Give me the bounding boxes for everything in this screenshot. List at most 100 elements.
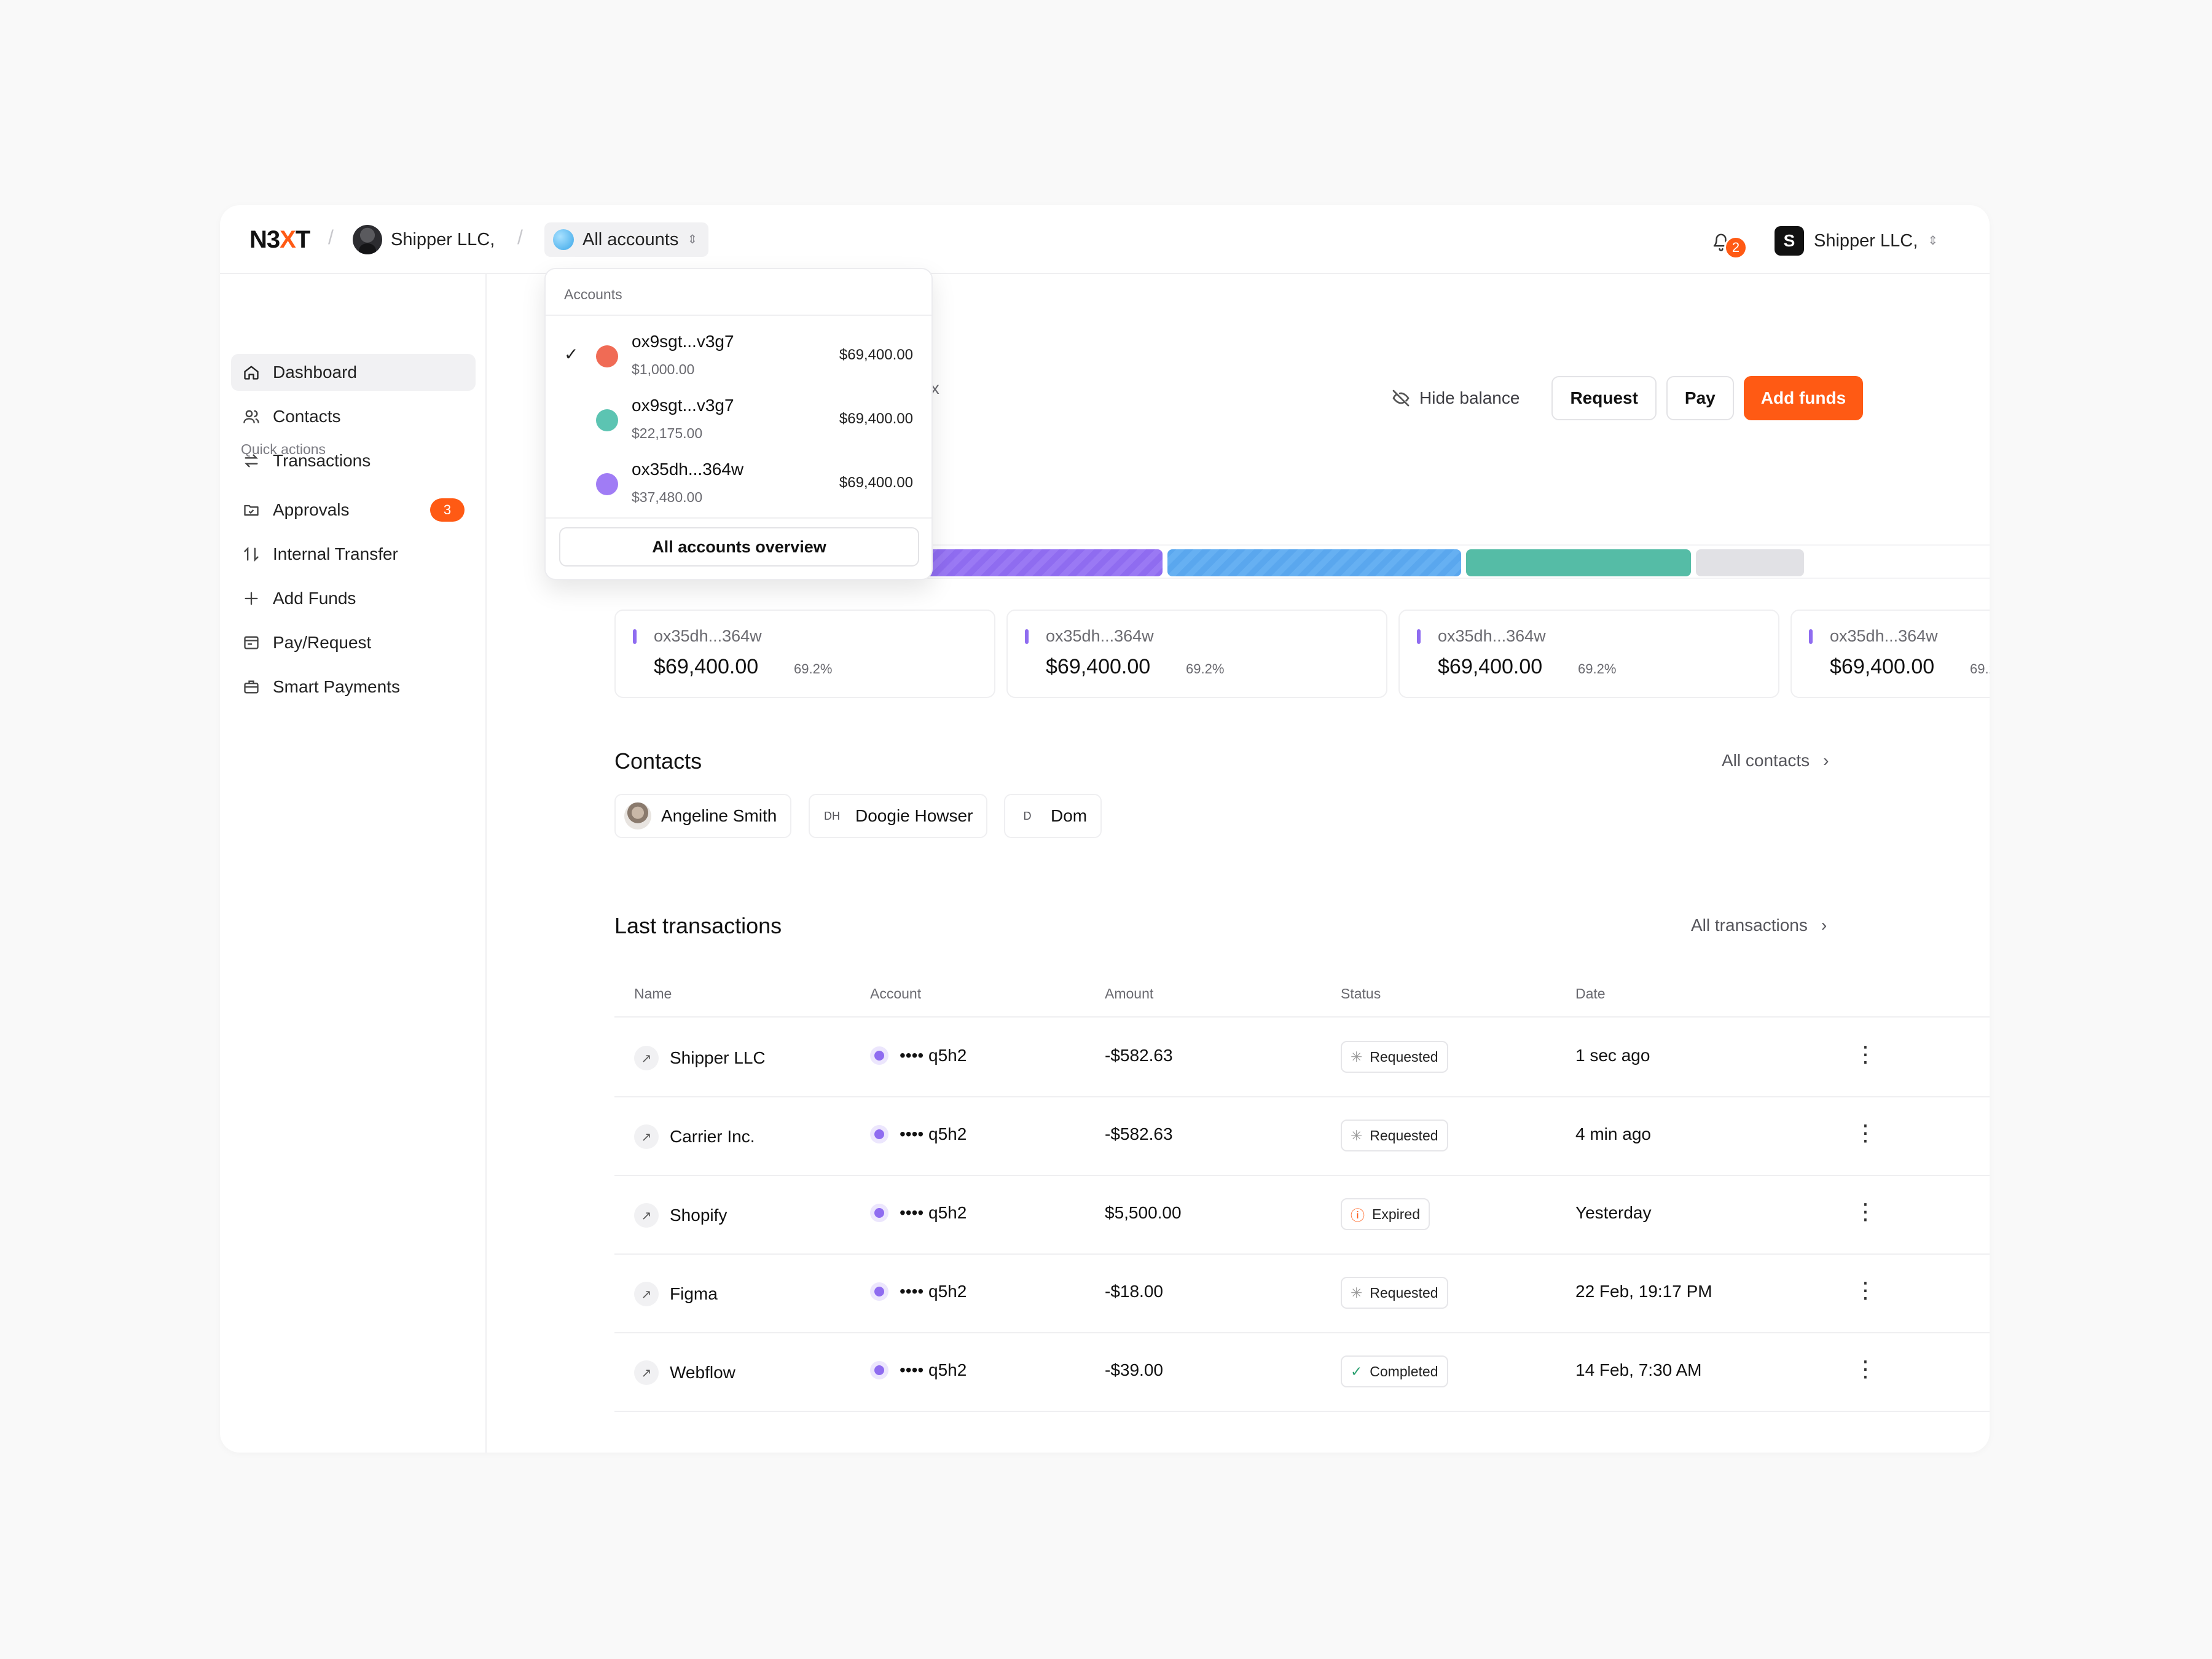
tx-name: Webflow (670, 1363, 735, 1382)
contact-chip[interactable]: D Dom (1004, 794, 1102, 838)
table-row[interactable]: ↗ Figma •••• q5h2 -$18.00 ✳ Requested 22 F… (614, 1255, 1990, 1333)
contact-name: Doogie Howser (855, 806, 973, 825)
avatar (353, 225, 382, 254)
arrow-up-right-icon: ↗ (634, 1282, 659, 1306)
sidebar-item-approvals[interactable]: Approvals 3 (231, 492, 476, 528)
pay-button[interactable]: Pay (1666, 376, 1734, 420)
arrows-updown-icon (242, 545, 261, 563)
account-card[interactable]: ox35dh...364w $69,400.00 69.2% (1398, 610, 1779, 698)
account-card[interactable]: ox35dh...364w $69,400.00 69.2% (1790, 610, 1990, 698)
sidebar-item-pay-request[interactable]: Pay/Request (231, 624, 476, 661)
hide-balance-button[interactable]: Hide balance (1391, 376, 1542, 420)
swap-icon (242, 452, 261, 470)
tx-amount: $5,500.00 (1105, 1203, 1182, 1222)
alert-circle-icon: ⓘ (1351, 1207, 1365, 1223)
column-header: Name (634, 986, 672, 1002)
tx-amount: -$39.00 (1105, 1360, 1163, 1379)
tx-name: Figma (670, 1284, 718, 1303)
account-color-icon (553, 229, 574, 250)
tx-date: Yesterday (1575, 1203, 1652, 1222)
chevron-updown-icon: ⇕ (1928, 234, 1939, 248)
arrow-up-right-icon: ↗ (634, 1203, 659, 1228)
more-options-icon[interactable]: ⋮ (1854, 1199, 1877, 1224)
table-row[interactable]: ↗ Webflow •••• q5h2 -$39.00 ✓ Completed 14… (614, 1333, 1990, 1412)
tx-account-cell: •••• q5h2 (870, 1360, 967, 1380)
notifications-badge: 2 (1724, 236, 1747, 259)
column-header: Account (870, 986, 922, 1002)
logo[interactable]: N3XT (249, 226, 310, 253)
dropdown-item-account[interactable]: ✓ ox9sgt...v3g7 $1,000.00 $69,400.00 (546, 322, 931, 386)
accounts-dropdown: Accounts ✓ ox9sgt...v3g7 $1,000.00 $69,4… (544, 268, 933, 580)
breadcrumb-separator: / (328, 226, 334, 248)
sidebar-item-label: Add Funds (273, 589, 356, 608)
contact-chip[interactable]: DH Doogie Howser (809, 794, 988, 838)
status-label: Requested (1370, 1127, 1438, 1143)
dropdown-item-account[interactable]: ox9sgt...v3g7 $22,175.00 $69,400.00 (546, 386, 931, 450)
arrow-up-right-icon: ↗ (634, 1360, 659, 1385)
account-color-mark (633, 629, 637, 644)
account-amount: $69,400.00 (1046, 655, 1151, 678)
eye-off-icon (1392, 390, 1410, 407)
org-logo-icon: S (1775, 226, 1804, 256)
account-amount: $69,400.00 (654, 655, 759, 678)
contact-name: Dom (1051, 806, 1088, 825)
tx-name-cell: ↗ Figma (634, 1282, 718, 1306)
accounts-switcher[interactable]: All accounts ⇕ (544, 222, 709, 257)
account-percent: 69.2% (794, 661, 833, 677)
account-dot-icon (870, 1125, 888, 1143)
breadcrumb-org[interactable]: Shipper LLC, (353, 224, 495, 256)
all-transactions-label: All transactions (1691, 916, 1808, 935)
contact-initials: D (1023, 809, 1032, 822)
more-options-icon[interactable]: ⋮ (1854, 1356, 1877, 1381)
sidebar-item-label: Internal Transfer (273, 544, 398, 563)
org-switcher[interactable]: S Shipper LLC, ⇕ (1775, 224, 1938, 258)
account-balance: $1,000.00 (632, 361, 695, 377)
sidebar-item-dashboard[interactable]: Dashboard (231, 354, 476, 391)
contact-chip[interactable]: Angeline Smith (614, 794, 792, 838)
sidebar-item-label: Dashboard (273, 363, 357, 382)
tx-name: Shipper LLC (670, 1048, 766, 1067)
all-contacts-link[interactable]: All contacts › (1722, 751, 1829, 771)
all-transactions-link[interactable]: All transactions › (1691, 916, 1827, 935)
sidebar-item-contacts[interactable]: Contacts (231, 398, 476, 435)
account-percent: 69.2% (1970, 661, 1990, 677)
account-card[interactable]: ox35dh...364w $69,400.00 69.2% (1006, 610, 1387, 698)
column-header: Amount (1105, 986, 1154, 1002)
tx-account: •••• q5h2 (900, 1203, 967, 1222)
balance-segment[interactable] (1167, 549, 1461, 576)
sidebar-item-smart-payments[interactable]: Smart Payments (231, 669, 476, 705)
all-accounts-overview-button[interactable]: All accounts overview (559, 527, 919, 567)
more-options-icon[interactable]: ⋮ (1854, 1277, 1877, 1303)
column-header: Date (1575, 986, 1606, 1002)
sidebar-item-internal-transfer[interactable]: Internal Transfer (231, 536, 476, 573)
app-window: N3XT / Shipper LLC, / All accounts ⇕ 2 S… (220, 205, 1990, 1453)
sidebar-item-transactions[interactable]: Transactions (231, 442, 476, 479)
tx-name-cell: ↗ Shipper LLC (634, 1046, 766, 1070)
status-label: Expired (1372, 1206, 1420, 1222)
sidebar-item-label: Smart Payments (273, 677, 400, 696)
notifications-button[interactable]: 2 (1707, 224, 1747, 261)
more-options-icon[interactable]: ⋮ (1854, 1041, 1877, 1067)
org-switcher-label: Shipper LLC, (1814, 230, 1918, 251)
tx-amount: -$582.63 (1105, 1046, 1173, 1065)
sidebar-item-add-funds[interactable]: Add Funds (231, 580, 476, 617)
contact-initials: DH (824, 809, 840, 822)
users-icon (242, 407, 261, 426)
request-button[interactable]: Request (1551, 376, 1657, 420)
account-dot-icon (870, 1282, 888, 1301)
transactions-table-header: Name Account Amount Status Date (614, 981, 1990, 1018)
table-row[interactable]: ↗ Carrier Inc. •••• q5h2 -$582.63 ✳ Reques… (614, 1097, 1990, 1176)
account-card[interactable]: ox35dh...364w $69,400.00 69.2% (614, 610, 995, 698)
balance-segment[interactable] (1466, 549, 1691, 576)
account-percent: 69.2% (1186, 661, 1225, 677)
top-bar: N3XT / Shipper LLC, / All accounts ⇕ 2 S… (220, 205, 1990, 274)
table-row[interactable]: ↗ Shopify •••• q5h2 $5,500.00 ⓘ Expired Ye… (614, 1176, 1990, 1255)
sidebar: Dashboard Contacts Transactions Quick ac… (220, 274, 487, 1453)
table-row[interactable]: ↗ Shipper LLC •••• q5h2 -$582.63 ✳ Request… (614, 1019, 1990, 1097)
more-options-icon[interactable]: ⋮ (1854, 1120, 1877, 1145)
dropdown-item-account[interactable]: ox35dh...364w $37,480.00 $69,400.00 (546, 450, 931, 514)
balance-segment[interactable] (1696, 549, 1804, 576)
add-funds-button[interactable]: Add funds (1743, 376, 1864, 420)
contact-name: Angeline Smith (661, 806, 777, 825)
contacts-title: Contacts (614, 748, 702, 774)
